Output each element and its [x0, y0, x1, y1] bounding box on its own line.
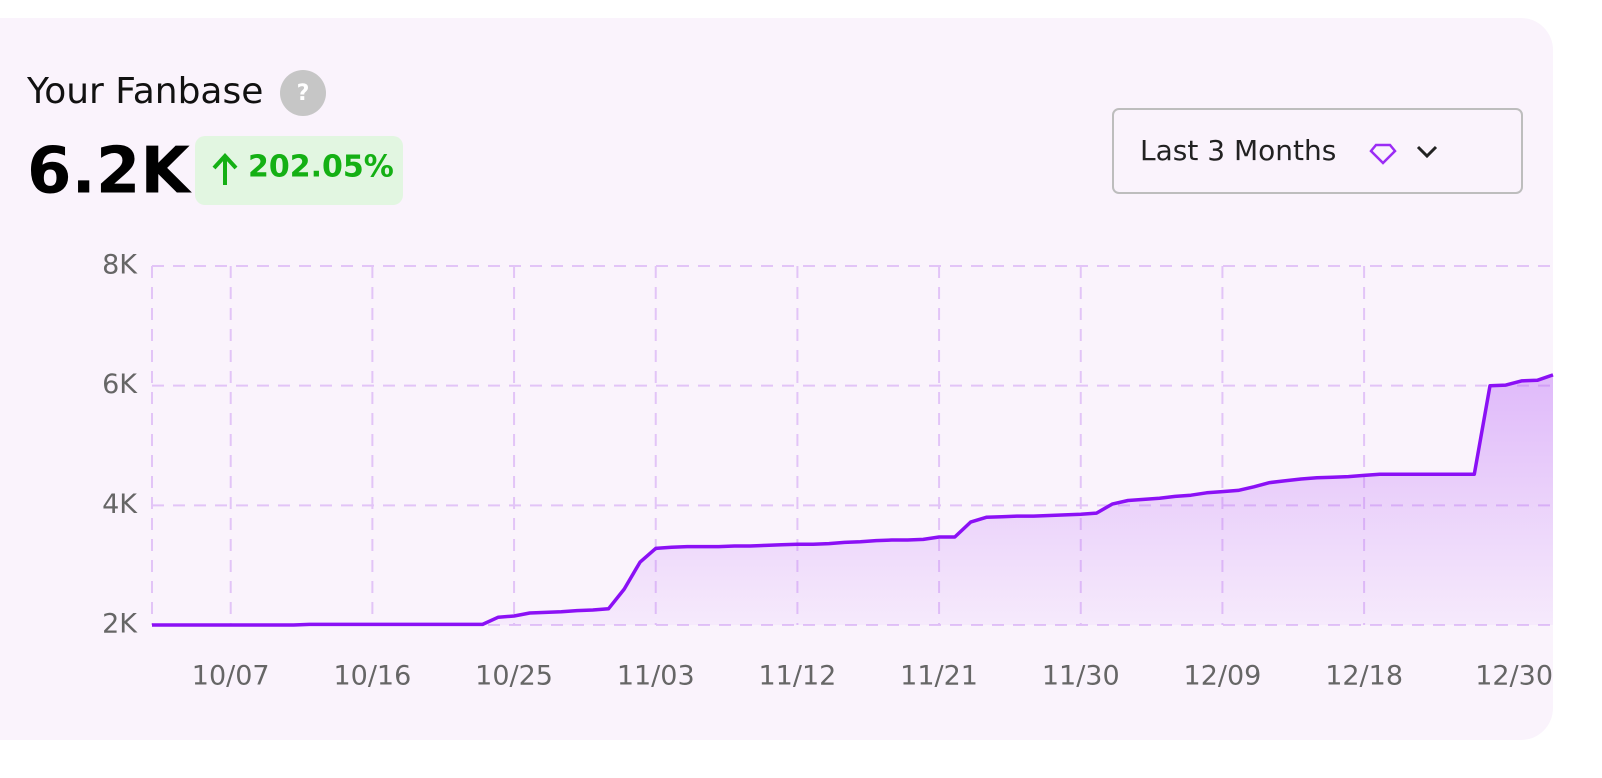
range-dropdown[interactable] [1112, 108, 1523, 194]
change-badge [195, 136, 403, 205]
x-tick-label: 12/09 [1184, 661, 1262, 692]
x-tick-label: 11/21 [900, 661, 978, 692]
x-tick-label: 12/18 [1325, 661, 1403, 692]
y-tick-label: 2K [102, 609, 138, 640]
fan-count: 6.2K [27, 135, 192, 209]
x-tick-label: 10/07 [192, 661, 270, 692]
y-tick-label: 6K [102, 369, 138, 400]
y-tick-label: 4K [102, 489, 138, 520]
x-tick-label: 11/03 [617, 661, 695, 692]
title: Your Fanbase [26, 71, 263, 112]
area [152, 374, 1553, 625]
help-icon[interactable] [280, 70, 326, 116]
chevron [1416, 145, 1438, 159]
x-tick-label: 11/30 [1042, 661, 1120, 692]
premium-icon [1369, 143, 1397, 165]
x-tick-label: 10/25 [475, 661, 553, 692]
x-tick-label: 11/12 [758, 661, 836, 692]
change-value: 202.05% [248, 150, 394, 185]
x-tick-label: 12/30 [1475, 661, 1553, 692]
up-arrow [212, 153, 238, 185]
range-label: Last 3 Months [1140, 134, 1336, 167]
x-tick-label: 10/16 [333, 661, 411, 692]
y-tick-label: 8K [102, 250, 138, 281]
line [152, 373, 1554, 627]
help-text: ? [297, 81, 310, 106]
